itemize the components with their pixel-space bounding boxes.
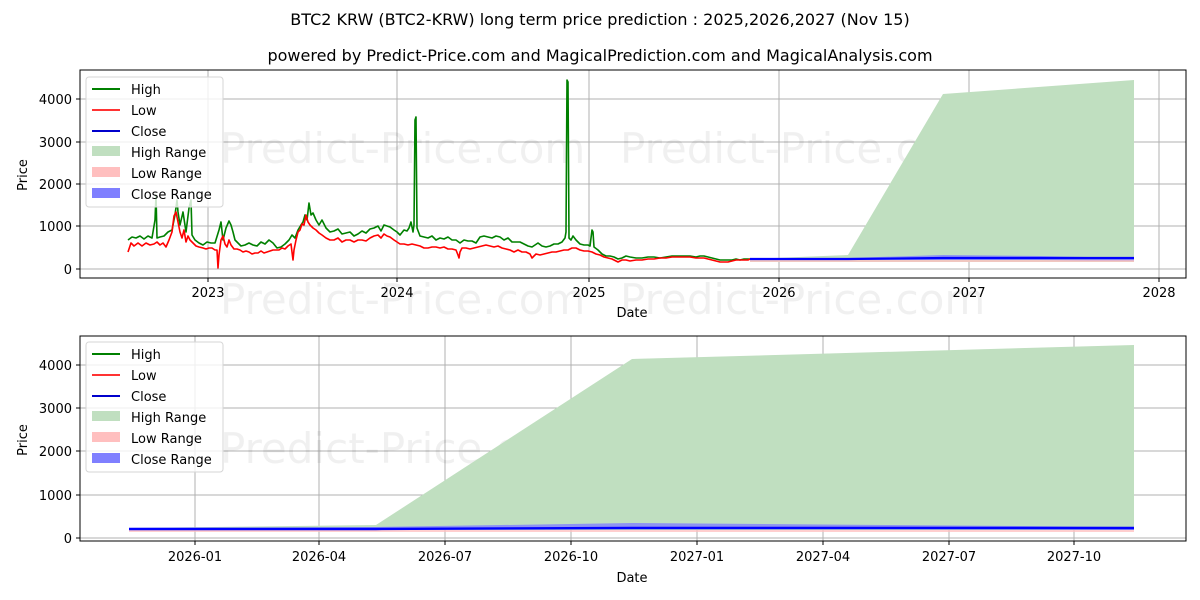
legend-label: High Range [131,146,206,161]
x-tick-label: 2023 [191,286,224,301]
watermark: Predict-Price.com [220,275,585,324]
bottom-chart: Predict-Price.com Predict-Price.com 0 10… [16,335,1187,586]
top-chart: Predict-Price.com Predict-Price.com Pred… [16,69,1187,324]
legend-high-range-swatch [92,146,120,156]
low-line [127,211,751,269]
legend-label: Low Range [131,432,202,447]
bottom-axes-frame [79,335,1187,542]
y-tick-label: 0 [64,532,72,547]
x-tick-label: 2028 [1142,286,1175,301]
bottom-legend: High Low Close High Range Low Range Clos… [85,341,224,473]
legend-label: Close [131,390,166,405]
legend-label: Close Range [131,453,212,468]
y-tick-label: 4000 [39,359,72,374]
legend-label: High [131,348,161,363]
y-tick-label: 0 [64,263,72,278]
legend-low-range-swatch [92,167,120,177]
chart-title: BTC2 KRW (BTC2-KRW) long term price pred… [290,10,910,29]
x-tick-label: 2026-10 [544,550,598,565]
legend-label: Low [131,369,157,384]
chart-subtitle: powered by Predict-Price.com and Magical… [267,46,933,65]
high-line [127,79,750,261]
high-range-area [129,345,1134,530]
bottom-x-axis [194,541,1075,545]
x-tick-label: 2025 [572,286,605,301]
top-x-axis [207,278,1160,282]
y-axis-label: Price [16,424,31,456]
legend-label: Low [131,104,157,119]
x-axis-label: Date [616,306,647,321]
x-tick-label: 2026-04 [292,550,346,565]
close-line [750,256,1134,261]
x-axis-label: Date [616,571,647,586]
legend-high-range-swatch [92,411,120,421]
top-legend: High Low Close High Range Low Range Clos… [85,76,224,208]
y-tick-label: 3000 [39,136,72,151]
x-tick-label: 2026 [762,286,795,301]
legend-label: Close [131,125,166,140]
y-tick-label: 2000 [39,445,72,460]
legend-close-range-swatch [92,188,120,198]
legend-label: Low Range [131,167,202,182]
close-line [129,526,1134,531]
bottom-y-axis [76,364,80,539]
watermark: Predict-Price.com [620,275,985,324]
y-tick-label: 2000 [39,178,72,193]
x-tick-label: 2027-04 [796,550,850,565]
y-axis-label: Price [16,159,31,191]
top-axes-frame [79,69,1187,279]
x-tick-label: 2027 [952,286,985,301]
y-tick-label: 3000 [39,402,72,417]
legend-low-range-swatch [92,432,120,442]
y-tick-label: 1000 [39,220,72,235]
legend-label: High Range [131,411,206,426]
x-tick-label: 2024 [380,286,413,301]
top-y-axis [76,98,80,270]
x-tick-label: 2027-01 [670,550,724,565]
legend-label: High [131,83,161,98]
legend-label: Close Range [131,188,212,203]
watermark: Predict-Price.com [220,124,585,173]
x-tick-label: 2026-07 [418,550,472,565]
x-tick-label: 2027-07 [922,550,976,565]
x-tick-label: 2027-10 [1047,550,1101,565]
legend-close-range-swatch [92,453,120,463]
y-tick-label: 1000 [39,489,72,504]
x-tick-label: 2026-01 [168,550,222,565]
y-tick-label: 4000 [39,93,72,108]
high-range-area [750,80,1134,262]
